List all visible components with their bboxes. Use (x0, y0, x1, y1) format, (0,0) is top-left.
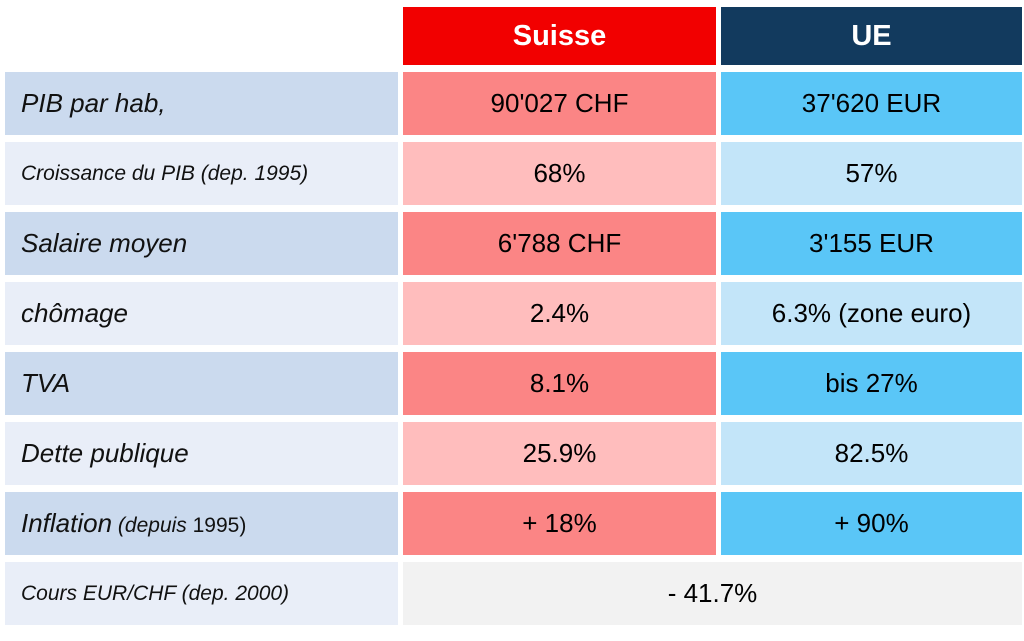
row-label-text: Salaire moyen (21, 228, 188, 258)
table-row-chomage: chômage 2.4% 6.3% (zone euro) (5, 282, 1022, 345)
ue-value-dette: 82.5% (721, 422, 1022, 485)
row-label-main: Inflation (21, 508, 113, 538)
row-label-text: Croissance du PIB (dep. 1995) (21, 161, 309, 185)
suisse-value-tva: 8.1% (403, 352, 716, 415)
ue-value-chomage: 6.3% (zone euro) (721, 282, 1022, 345)
row-label-text: TVA (21, 368, 71, 398)
header-row: Suisse UE (5, 7, 1022, 65)
row-label-text: PIB par hab, (21, 88, 166, 118)
row-label-cours-eur-chf: Cours EUR/CHF (dep. 2000) (5, 562, 398, 625)
row-label-note-year: 1995) (192, 514, 247, 537)
ue-value-inflation: + 90% (721, 492, 1022, 555)
suisse-value-salaire: 6'788 CHF (403, 212, 716, 275)
header-suisse: Suisse (403, 7, 716, 65)
table-row-inflation: Inflation (depuis 1995) + 18% + 90% (5, 492, 1022, 555)
suisse-value-pib: 90'027 CHF (403, 72, 716, 135)
row-label-salaire-moyen: Salaire moyen (5, 212, 398, 275)
row-label-dette-publique: Dette publique (5, 422, 398, 485)
row-label-text: Dette publique (21, 438, 189, 468)
row-label-inflation: Inflation (depuis 1995) (5, 492, 398, 555)
combined-value-cours: - 41.7% (403, 562, 1022, 625)
table-row-tva: TVA 8.1% bis 27% (5, 352, 1022, 415)
suisse-value-chomage: 2.4% (403, 282, 716, 345)
row-label-note-italic: (depuis (112, 514, 193, 537)
table-row-dette-publique: Dette publique 25.9% 82.5% (5, 422, 1022, 485)
ue-value-pib: 37'620 EUR (721, 72, 1022, 135)
header-corner-cell (5, 7, 398, 65)
row-label-tva: TVA (5, 352, 398, 415)
table-row-croissance-pib: Croissance du PIB (dep. 1995) 68% 57% (5, 142, 1022, 205)
suisse-value-dette: 25.9% (403, 422, 716, 485)
row-label-chomage: chômage (5, 282, 398, 345)
table-row-cours-eur-chf: Cours EUR/CHF (dep. 2000) - 41.7% (5, 562, 1022, 625)
row-label-pib-par-hab: PIB par hab, (5, 72, 398, 135)
row-label-croissance-pib: Croissance du PIB (dep. 1995) (5, 142, 398, 205)
ue-value-tva: bis 27% (721, 352, 1022, 415)
row-label-text: chômage (21, 298, 128, 328)
table-row-salaire-moyen: Salaire moyen 6'788 CHF 3'155 EUR (5, 212, 1022, 275)
suisse-value-croissance: 68% (403, 142, 716, 205)
row-label-text: Cours EUR/CHF (dep. 2000) (21, 581, 290, 605)
ue-value-salaire: 3'155 EUR (721, 212, 1022, 275)
suisse-value-inflation: + 18% (403, 492, 716, 555)
ue-value-croissance: 57% (721, 142, 1022, 205)
table-row-pib-par-hab: PIB par hab, 90'027 CHF 37'620 EUR (5, 72, 1022, 135)
header-ue: UE (721, 7, 1022, 65)
